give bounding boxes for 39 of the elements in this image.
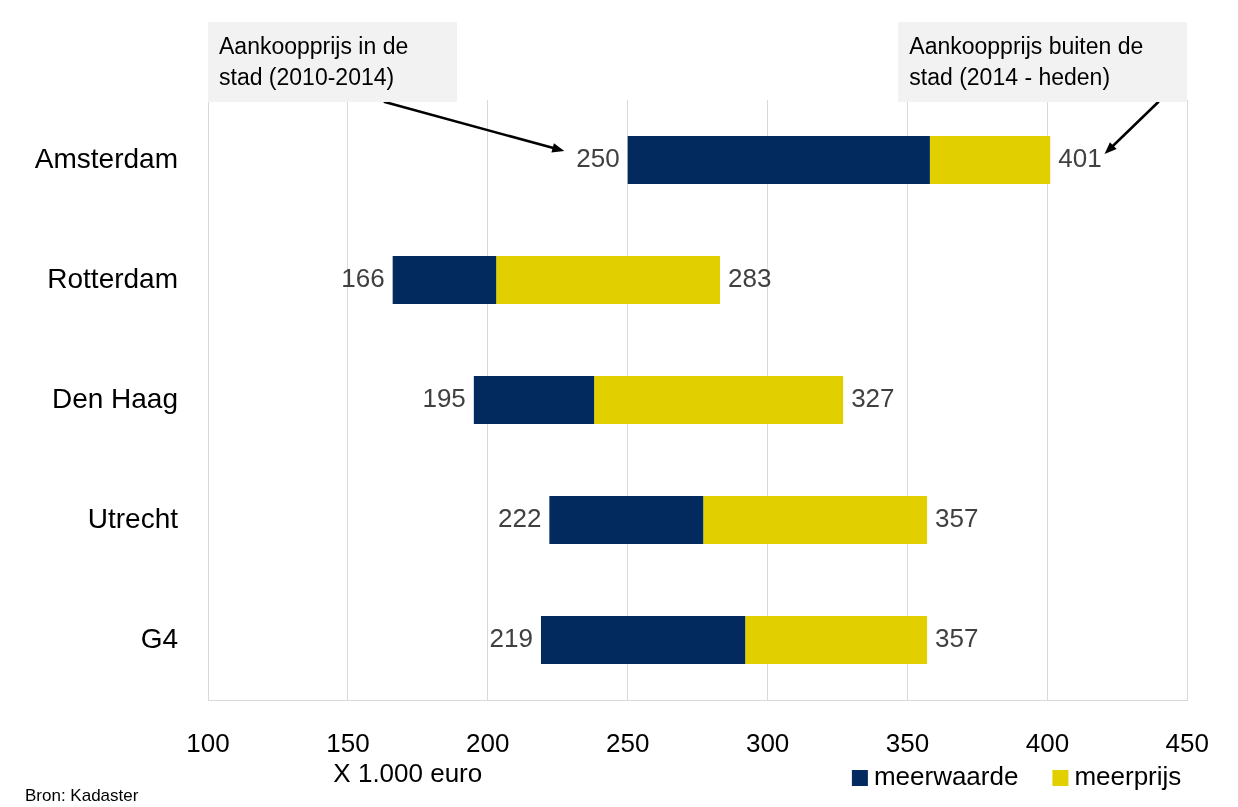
x-tick-label: 450 <box>1165 727 1210 758</box>
y-tick-label: Utrecht <box>87 502 179 534</box>
annotation: 401 <box>1058 143 1102 174</box>
bar <box>929 136 1051 184</box>
bar <box>703 496 928 544</box>
annotation: 222 <box>497 503 542 534</box>
annotation: 327 <box>851 383 895 414</box>
bar <box>549 496 704 544</box>
callout-box: Aankoopprijs buiten de stad (2014 - heden) <box>898 22 1188 102</box>
annotation: 250 <box>576 143 620 174</box>
annotation: 357 <box>935 623 979 654</box>
annotation: 166 <box>341 263 385 294</box>
annotation: 219 <box>489 623 533 654</box>
bar <box>473 376 595 424</box>
y-tick-label: Rotterdam <box>47 262 178 294</box>
y-tick-label: Den Haag <box>51 382 178 414</box>
bar <box>392 256 497 304</box>
callout-box: Aankoopprijs in de stad (2010-2014) <box>208 22 457 102</box>
bar <box>496 256 721 304</box>
legend-label: meerprijs <box>1074 761 1182 792</box>
legend-label: meerwaarde <box>873 761 1019 792</box>
y-tick-label: G4 <box>140 622 178 654</box>
annotation: 357 <box>935 503 979 534</box>
x-axis-title: X 1.000 euro <box>333 758 483 789</box>
y-tick-label: Amsterdam <box>34 142 178 174</box>
bar <box>627 136 930 184</box>
x-tick-label: 400 <box>1025 727 1070 758</box>
x-tick-label: 250 <box>606 727 650 758</box>
text: Bron: Kadaster <box>25 786 139 805</box>
annotation: 283 <box>728 263 772 294</box>
x-tick-label: 300 <box>745 727 790 758</box>
bar <box>540 616 746 664</box>
bar <box>594 376 844 424</box>
x-tick-label: 100 <box>186 727 230 758</box>
annotation: 195 <box>422 383 466 414</box>
x-tick-label: 150 <box>326 727 370 758</box>
x-tick-label: 350 <box>885 727 930 758</box>
x-tick-label: 200 <box>466 727 510 758</box>
bar <box>745 616 928 664</box>
